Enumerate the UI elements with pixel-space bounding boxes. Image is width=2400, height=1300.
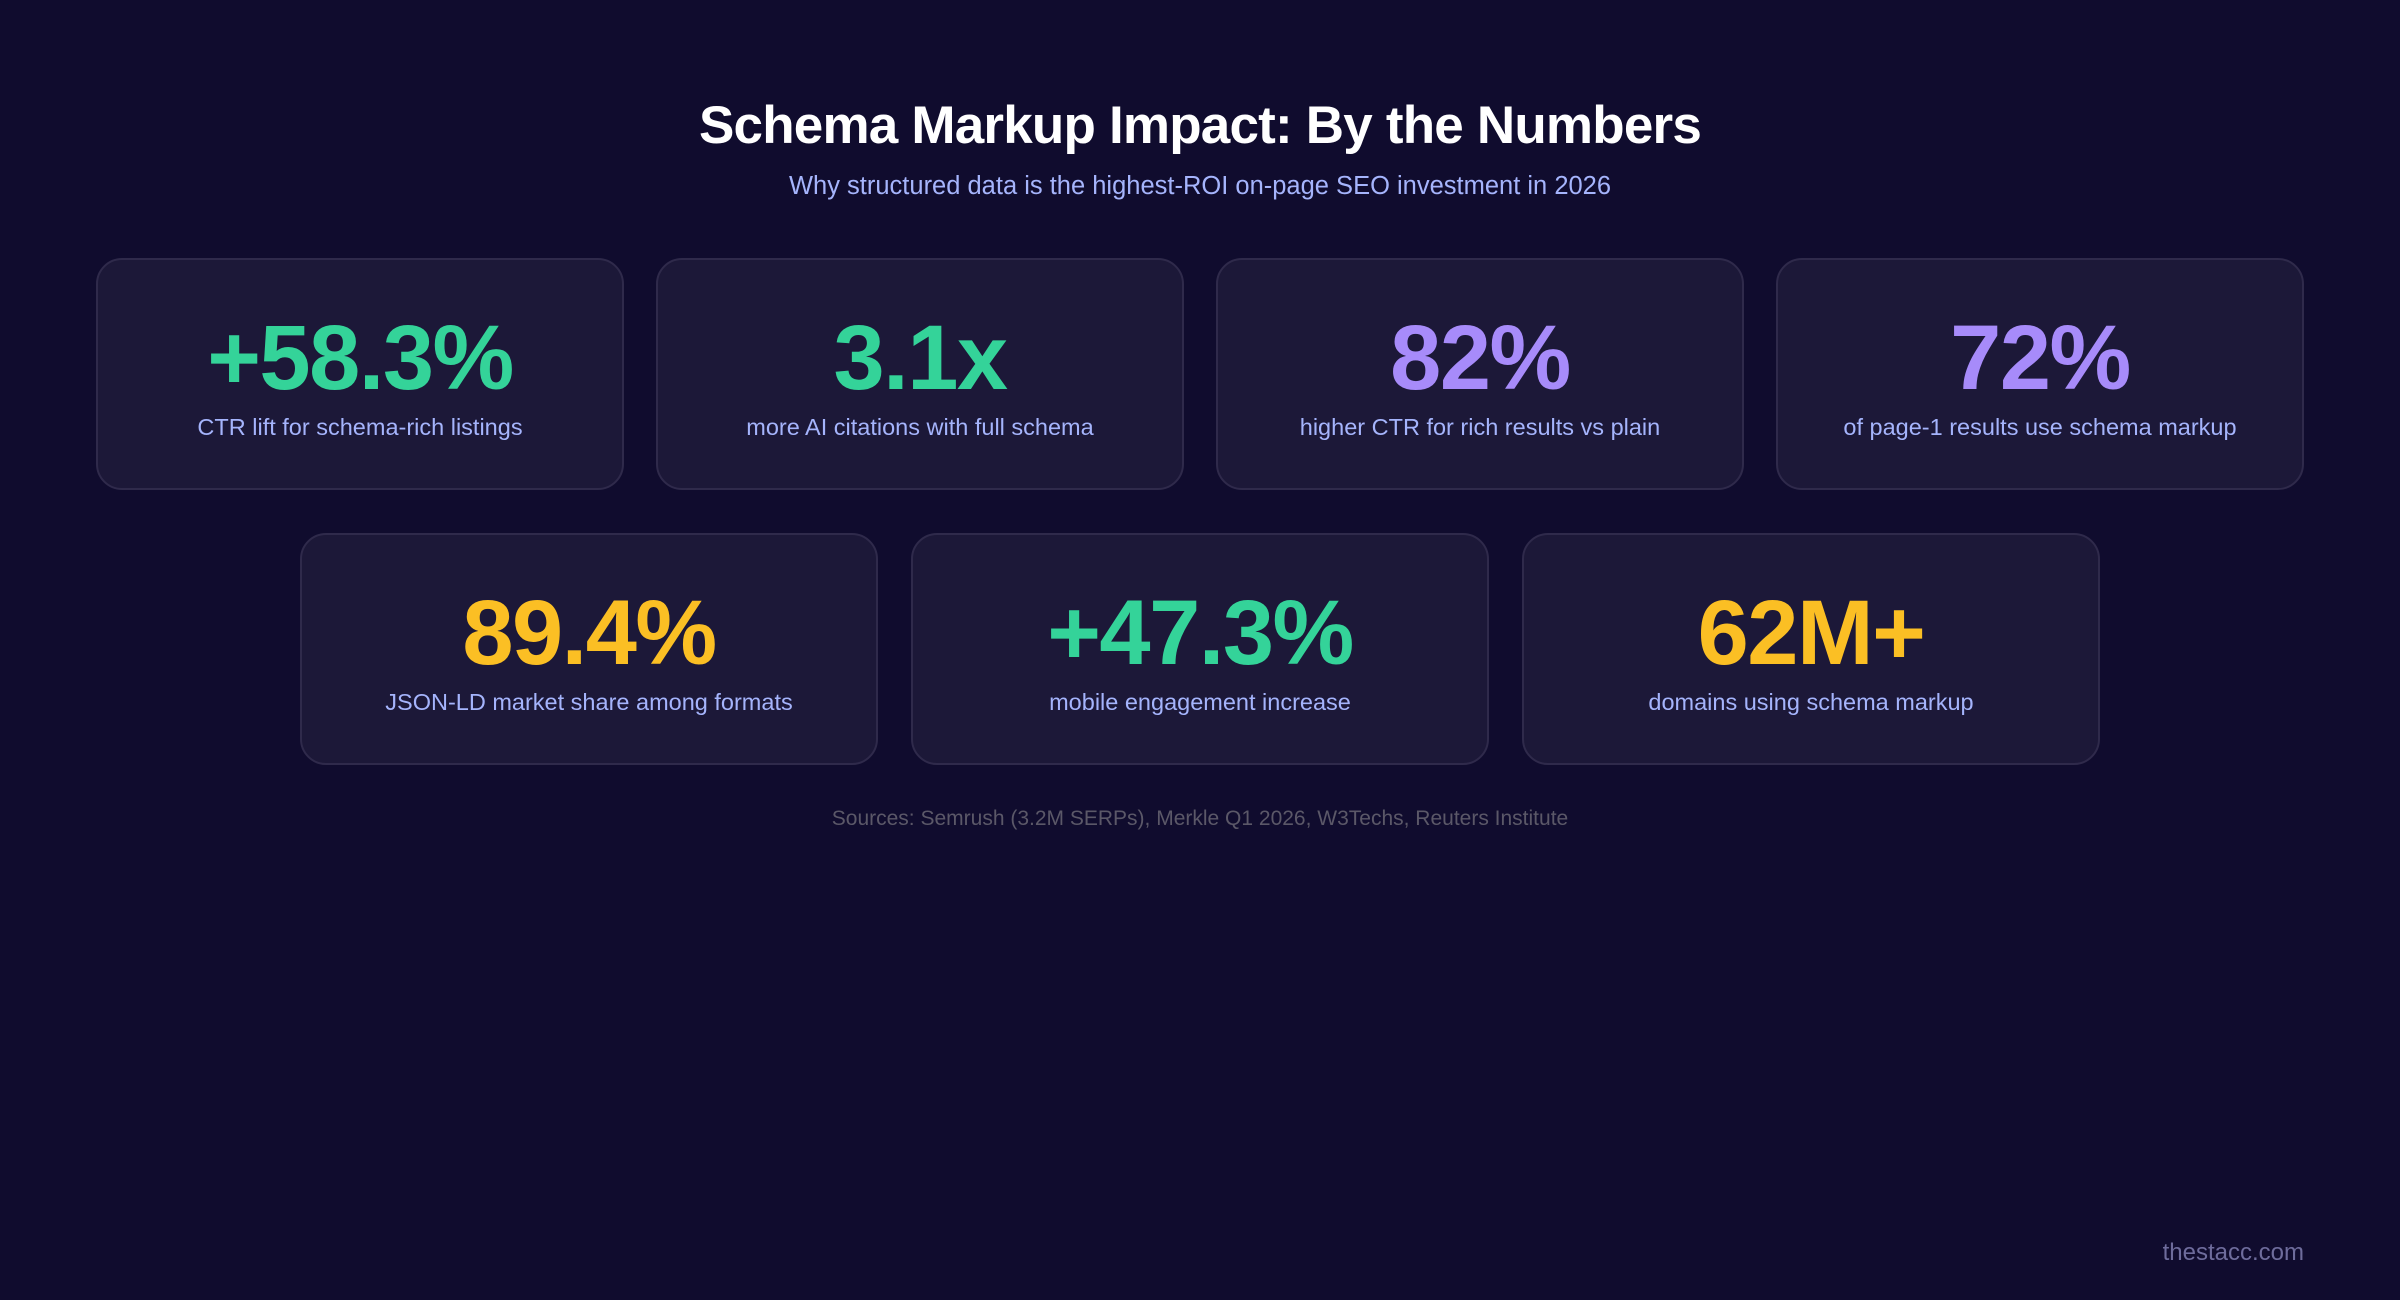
stat-card-jsonld-share: 89.4% JSON-LD market share among formats	[300, 533, 878, 765]
stat-card-ctr-lift: +58.3% CTR lift for schema-rich listings	[96, 258, 624, 490]
stat-value: 82%	[1390, 307, 1571, 409]
stat-value: 89.4%	[462, 582, 717, 684]
stat-label: JSON-LD market share among formats	[385, 689, 793, 715]
stat-card-mobile-engagement: +47.3% mobile engagement increase	[911, 533, 1489, 765]
stat-label: more AI citations with full schema	[746, 414, 1094, 440]
stat-card-ai-citations: 3.1x more AI citations with full schema	[656, 258, 1184, 490]
stat-card-page1-schema: 72% of page-1 results use schema markup	[1776, 258, 2304, 490]
stat-value: 72%	[1950, 307, 2131, 409]
stat-label: of page-1 results use schema markup	[1843, 414, 2237, 440]
stat-label: domains using schema markup	[1648, 689, 1974, 715]
page-title: Schema Markup Impact: By the Numbers	[698, 96, 1702, 155]
stat-label: higher CTR for rich results vs plain	[1299, 414, 1661, 440]
stat-value: +58.3%	[207, 307, 514, 409]
stat-label: CTR lift for schema-rich listings	[197, 414, 523, 440]
stat-card-rich-results-ctr: 82% higher CTR for rich results vs plain	[1216, 258, 1744, 490]
stat-value: 62M+	[1697, 582, 1926, 684]
stat-card-domains: 62M+ domains using schema markup	[1522, 533, 2100, 765]
stat-value: +47.3%	[1047, 582, 1354, 684]
stat-value: 3.1x	[833, 307, 1008, 409]
stat-label: mobile engagement increase	[1049, 689, 1351, 715]
sources-note: Sources: Semrush (3.2M SERPs), Merkle Q1…	[831, 807, 1569, 830]
page-subtitle: Why structured data is the highest-ROI o…	[788, 172, 1612, 200]
brand-footer: thestacc.com	[2162, 1239, 2304, 1266]
